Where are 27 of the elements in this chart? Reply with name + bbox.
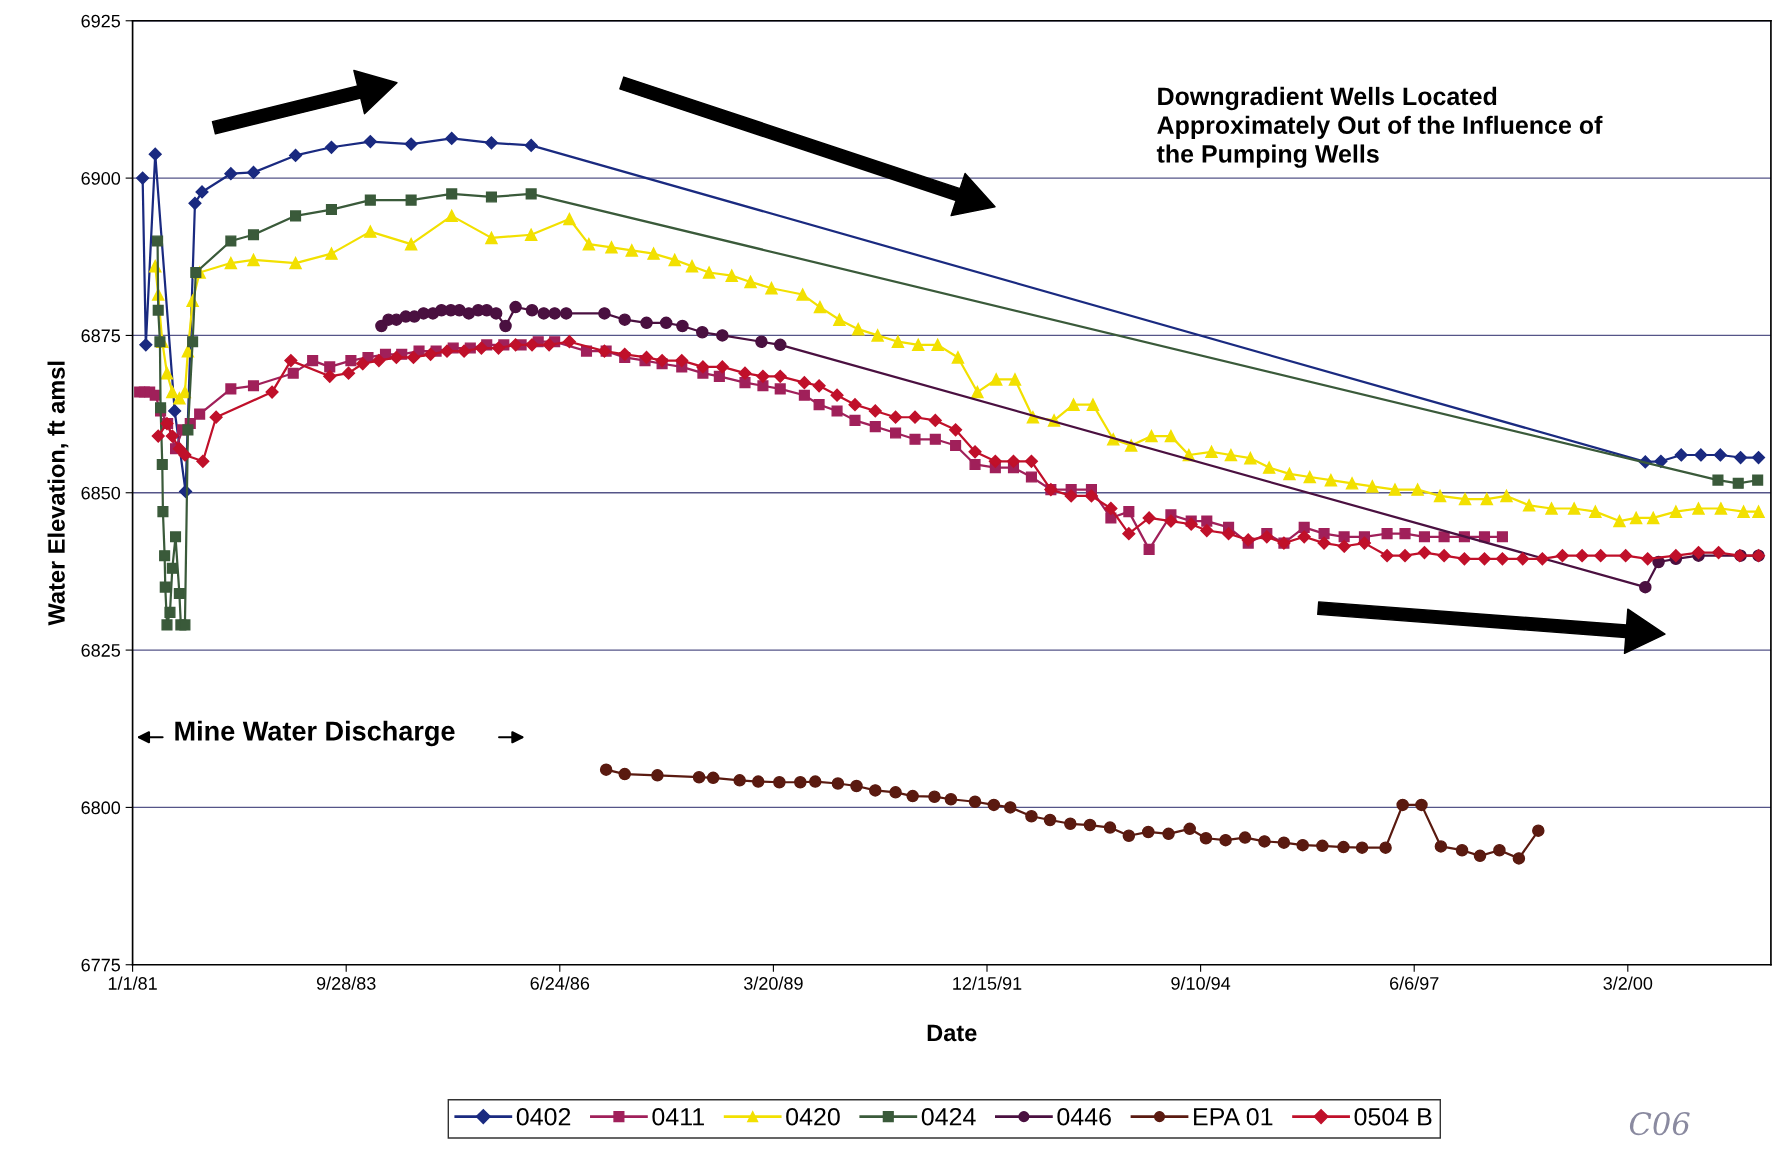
x-tick-label: 9/28/83 <box>316 976 376 990</box>
y-tick-label: 6825 <box>81 644 121 657</box>
y-axis-title: Water Elevation, ft amsl <box>47 361 69 626</box>
y-tick-label: 6775 <box>81 958 121 972</box>
x-tick-label: 6/24/86 <box>530 976 590 990</box>
x-tick-label: 3/2/00 <box>1603 976 1653 990</box>
legend-label: 0411 <box>652 1107 704 1126</box>
y-tick-label: 6925 <box>81 14 121 28</box>
y-tick-label: 6875 <box>81 329 121 343</box>
x-tick-label: 9/10/94 <box>1171 976 1231 990</box>
x-tick-label: 3/20/89 <box>743 976 803 990</box>
x-tick-label: 6/6/97 <box>1390 976 1439 990</box>
legend-label: 0402 <box>516 1107 571 1126</box>
y-tick-label: 6850 <box>81 486 121 500</box>
legend-label: 0420 <box>786 1107 840 1126</box>
text: C06 <box>1629 1112 1690 1136</box>
legend-label: EPA 01 <box>1194 1107 1273 1126</box>
x-axis-title: Date <box>927 1024 977 1042</box>
x-tick-label: 12/15/91 <box>953 976 1022 990</box>
y-tick-label: 6800 <box>81 801 121 815</box>
legend-label: 0424 <box>921 1107 976 1126</box>
legend-label: 0446 <box>1057 1107 1111 1126</box>
legend-label: 0504 B <box>1354 1107 1432 1126</box>
annotation: Mine Water Discharge <box>175 720 455 747</box>
x-tick-label: 1/1/81 <box>108 976 157 990</box>
annotation: Downgradient Wells Located Approximately Out of the Influence of the Pumping Wells <box>1156 86 1603 168</box>
y-tick-label: 6900 <box>81 172 121 185</box>
